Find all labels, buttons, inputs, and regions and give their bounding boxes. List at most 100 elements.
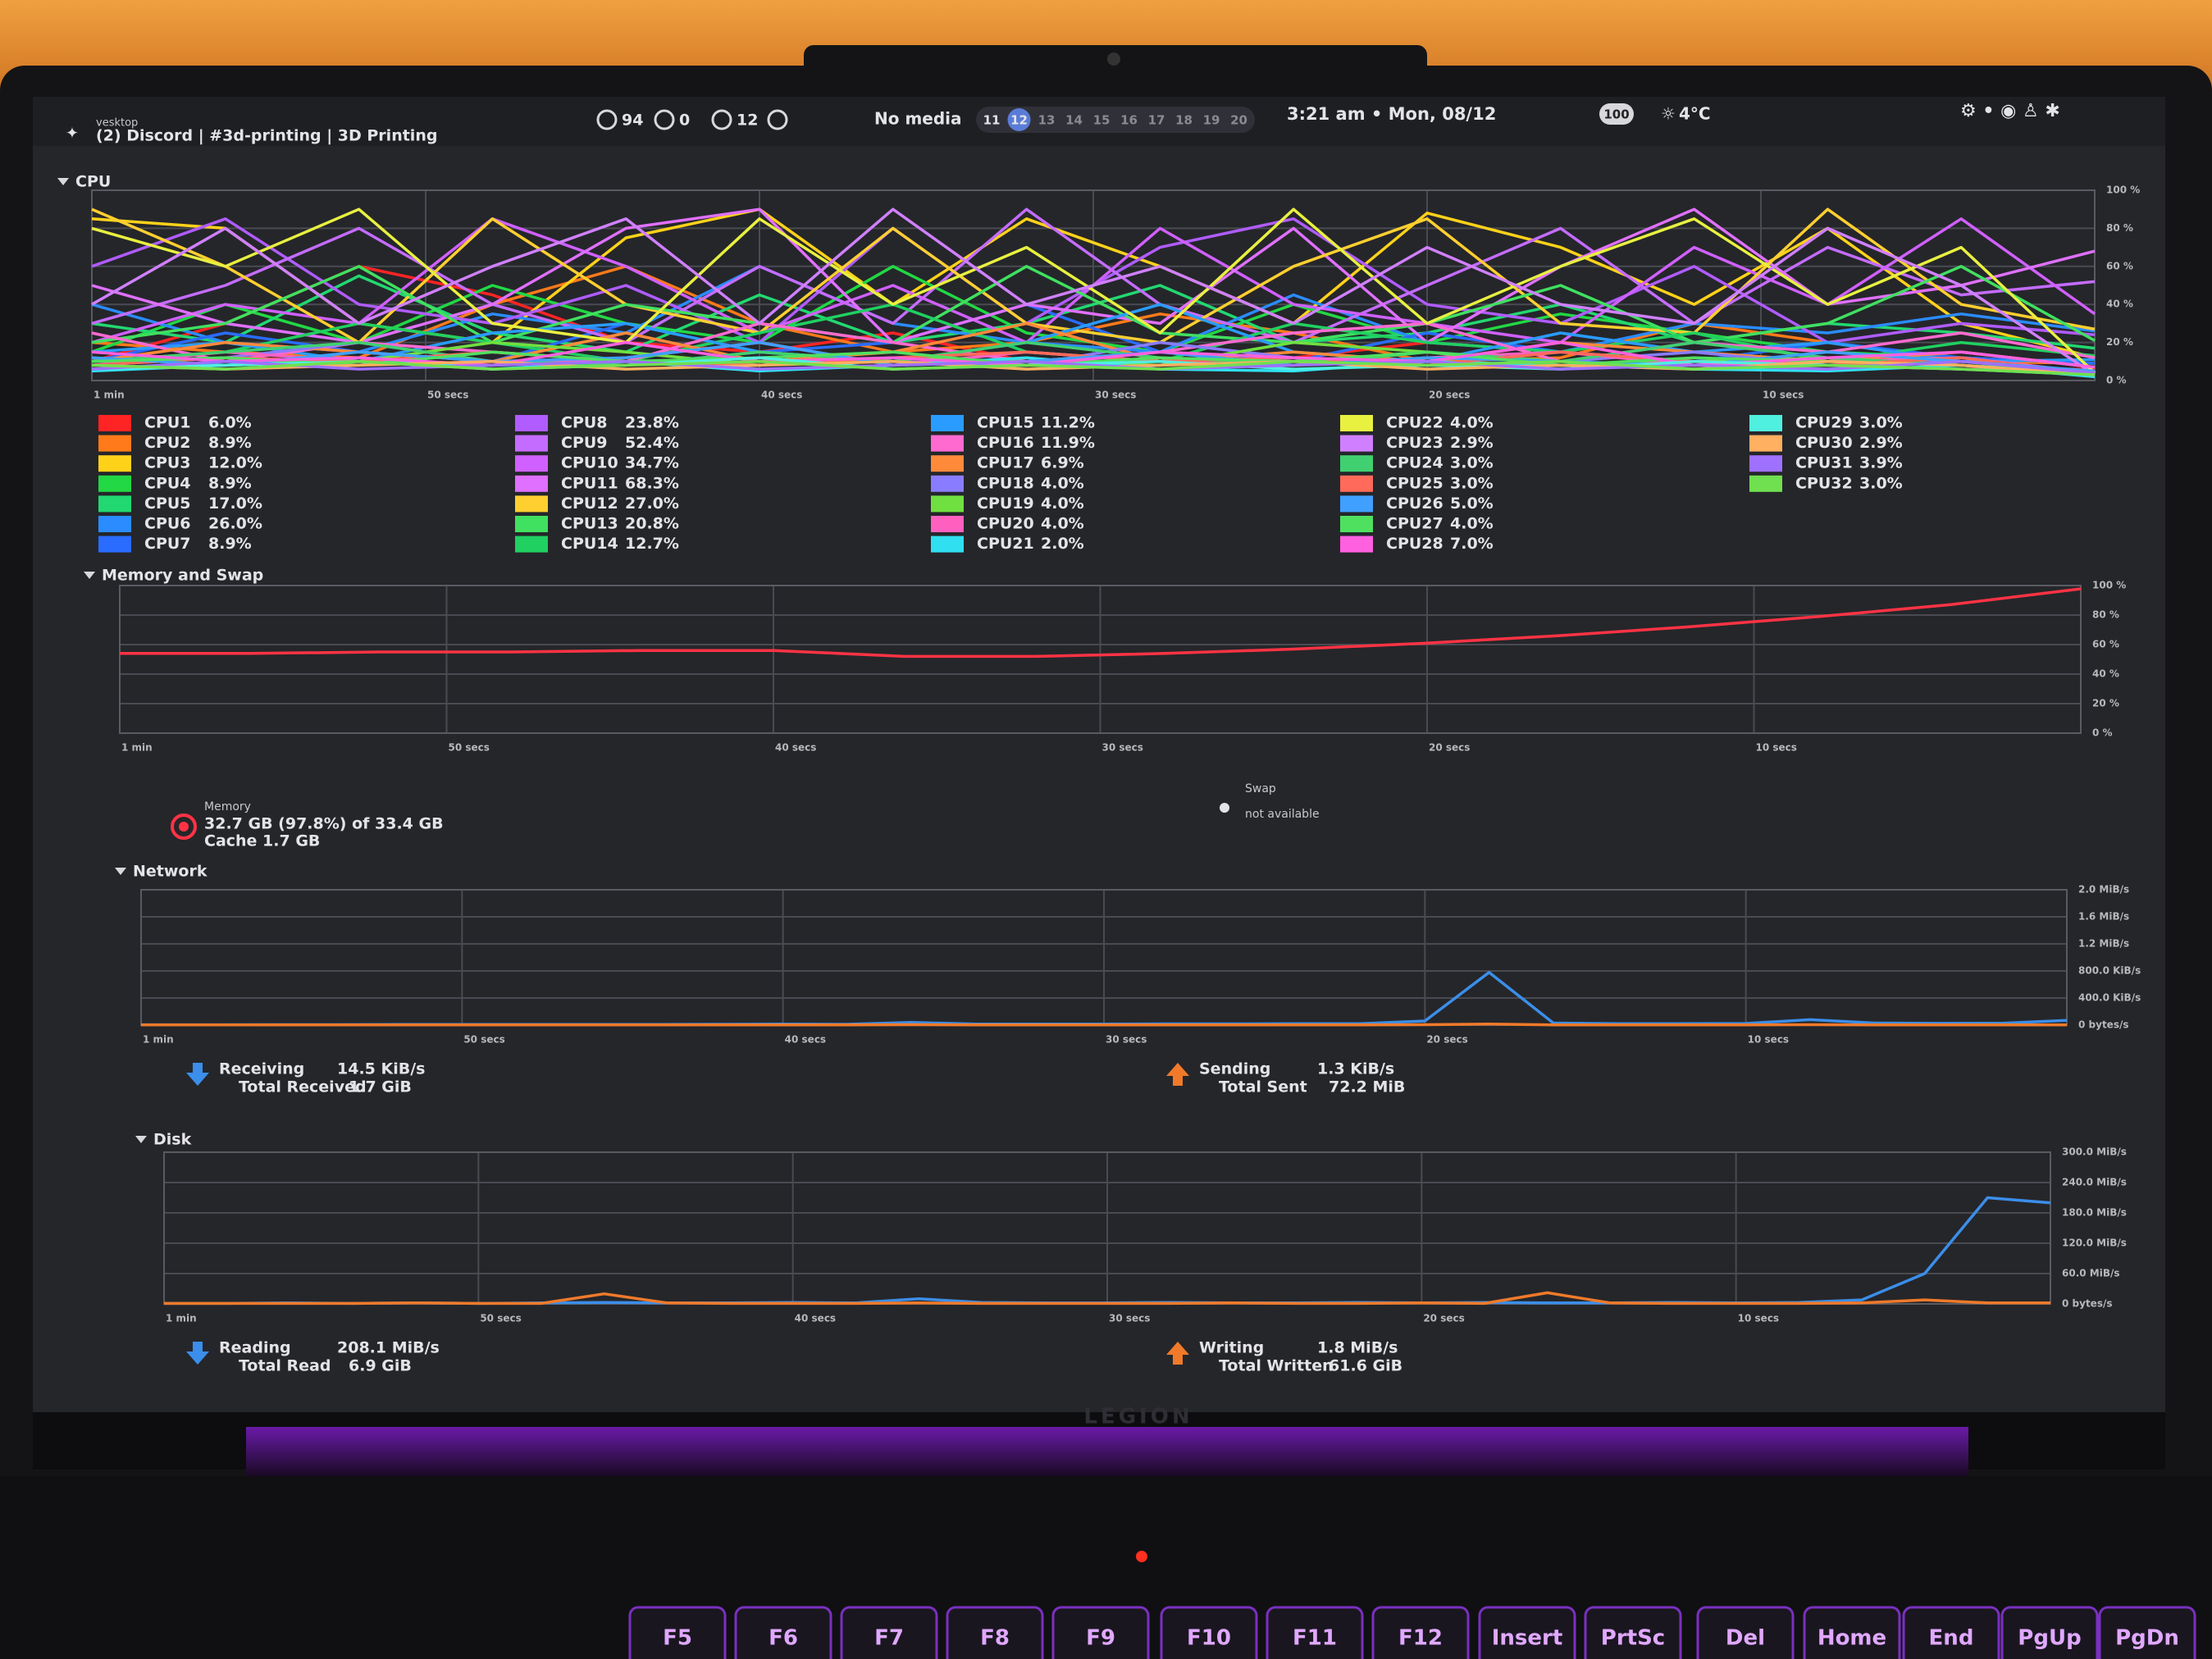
- key-label[interactable]: Del: [1726, 1626, 1765, 1651]
- x-tick-label: 50 secs: [449, 742, 490, 754]
- legend-value: 2.9%: [1859, 434, 1903, 452]
- key-cap: [1266, 1606, 1364, 1659]
- key-label[interactable]: F12: [1398, 1626, 1443, 1651]
- memory-cache: Cache 1.7 GB: [204, 832, 320, 850]
- legend-name: CPU19: [977, 495, 1034, 513]
- y-tick-label: 120.0 MiB/s: [2062, 1237, 2127, 1249]
- legend-value: 11.2%: [1041, 414, 1095, 432]
- y-tick-label: 180.0 MiB/s: [2062, 1207, 2127, 1219]
- legend-value: 6.9%: [1041, 454, 1084, 472]
- legend-name: CPU16: [977, 434, 1034, 452]
- key-label[interactable]: F9: [1086, 1626, 1115, 1651]
- series-line: [91, 207, 2096, 374]
- key-cap: [1160, 1606, 1258, 1659]
- key-label[interactable]: Home: [1817, 1626, 1886, 1651]
- key-label[interactable]: F11: [1293, 1626, 1337, 1651]
- section-title: Network: [133, 863, 208, 881]
- workspace[interactable]: 11: [983, 113, 1001, 128]
- series-line: [91, 360, 2096, 376]
- indicator-value: 0: [679, 112, 690, 130]
- key-label[interactable]: PgUp: [2018, 1626, 2081, 1651]
- legend-arrow: [186, 1342, 209, 1365]
- workspace[interactable]: 12: [1010, 113, 1028, 128]
- legend-swatch: [931, 536, 964, 553]
- battery-pill: [1599, 103, 1634, 125]
- battery-level: 100: [1603, 107, 1629, 122]
- weather[interactable]: ☼: [1661, 104, 1676, 124]
- indicator-icon: [596, 109, 618, 130]
- x-tick-label: 20 secs: [1423, 1313, 1464, 1324]
- legend-swatch: [1340, 495, 1373, 513]
- key-cap: [1478, 1606, 1576, 1659]
- workspace[interactable]: 20: [1230, 113, 1247, 128]
- key-label[interactable]: F8: [980, 1626, 1010, 1651]
- workspace[interactable]: 15: [1093, 113, 1111, 128]
- key-label[interactable]: F6: [768, 1626, 798, 1651]
- legend-swatch: [515, 516, 548, 532]
- section-toggle[interactable]: [115, 868, 126, 875]
- media-icon: [767, 109, 788, 130]
- key-label[interactable]: PrtSc: [1601, 1626, 1665, 1651]
- clock[interactable]: 3:21 am • Mon, 08/12: [1287, 104, 1496, 124]
- workspace[interactable]: 14: [1065, 113, 1083, 128]
- legend-swatch: [931, 415, 964, 431]
- legend-total: 61.6 GiB: [1329, 1357, 1402, 1375]
- section-toggle[interactable]: [135, 1136, 147, 1143]
- workspace[interactable]: 13: [1038, 113, 1056, 128]
- workspace[interactable]: 17: [1148, 113, 1165, 128]
- section-toggle[interactable]: [84, 572, 95, 579]
- legend-value: 34.7%: [625, 454, 679, 472]
- y-tick-label: 100 %: [2092, 580, 2126, 591]
- y-tick-label: 2.0 MiB/s: [2078, 884, 2129, 896]
- key-cap: [840, 1606, 938, 1659]
- y-tick-label: 1.6 MiB/s: [2078, 911, 2129, 923]
- legend-name: CPU8: [561, 414, 608, 432]
- legend-swatch: [98, 435, 131, 452]
- key-label[interactable]: PgDn: [2115, 1626, 2179, 1651]
- legend-value: 3.0%: [1859, 414, 1903, 432]
- series-line: [164, 1291, 2050, 1306]
- y-tick-label: 60.0 MiB/s: [2062, 1268, 2120, 1279]
- x-tick-label: 10 secs: [1748, 1034, 1789, 1046]
- series-line: [91, 340, 2096, 376]
- legend-swatch: [931, 455, 964, 472]
- legend-total: 6.9 GiB: [349, 1357, 412, 1375]
- key-cap: [734, 1606, 832, 1659]
- series-line: [91, 350, 2096, 375]
- legend-arrow: [1166, 1063, 1189, 1086]
- y-tick-label: 0 %: [2092, 727, 2113, 739]
- launcher-icon[interactable]: ✦: [66, 125, 79, 143]
- indicator-icon: [711, 109, 732, 130]
- legend-value: 4.0%: [1450, 414, 1494, 432]
- key-label[interactable]: F7: [874, 1626, 904, 1651]
- legend-swatch: [98, 516, 131, 532]
- legend-value: 23.8%: [625, 414, 679, 432]
- section-toggle[interactable]: [57, 178, 69, 185]
- workspace[interactable]: 19: [1203, 113, 1220, 128]
- legend-rate: 1.8 MiB/s: [1317, 1339, 1398, 1357]
- workspace[interactable]: 18: [1175, 113, 1193, 128]
- y-tick-label: 0 bytes/s: [2078, 1019, 2128, 1031]
- y-tick-label: 0 bytes/s: [2062, 1298, 2112, 1310]
- x-tick-label: 40 secs: [795, 1313, 836, 1324]
- key-cap: [628, 1606, 727, 1659]
- x-tick-label: 1 min: [121, 742, 153, 754]
- workspace-bar: [976, 107, 1255, 133]
- legend-value: 4.0%: [1450, 515, 1494, 533]
- legend-value: 68.3%: [625, 474, 679, 492]
- x-tick-label: 1 min: [143, 1034, 174, 1046]
- key-label[interactable]: F10: [1187, 1626, 1231, 1651]
- tray-icons[interactable]: ⚙ • ◉ ♙ ✱: [1960, 101, 2060, 121]
- legend-name: CPU10: [561, 454, 618, 472]
- key-label[interactable]: End: [1929, 1626, 1974, 1651]
- legend-name: Receiving: [219, 1060, 304, 1078]
- workspace[interactable]: 16: [1120, 113, 1138, 128]
- x-tick-label: 40 secs: [775, 742, 816, 754]
- legend-swatch: [931, 475, 964, 492]
- key-label[interactable]: Insert: [1492, 1626, 1563, 1651]
- legend-name: CPU1: [144, 414, 191, 432]
- media-status[interactable]: No media: [874, 109, 962, 129]
- key-label[interactable]: F5: [663, 1626, 692, 1651]
- legend-value: 8.9%: [208, 535, 252, 553]
